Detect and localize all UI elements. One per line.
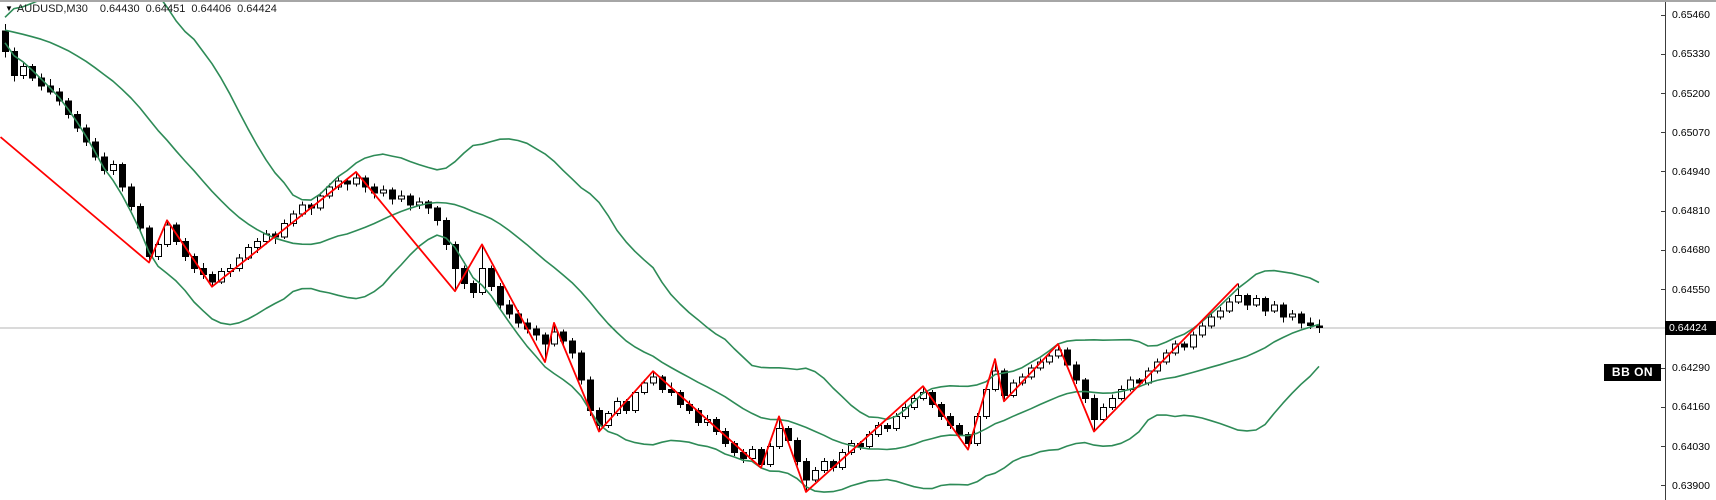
chart-title: ▼ AUDUSD,M30 0.64430 0.64451 0.64406 0.64424 [5,3,277,15]
symbol-timeframe-label: AUDUSD,M30 [16,3,88,15]
quote-open: 0.64430 [99,3,140,15]
price-tick-label: 0.64160 [1672,401,1710,414]
price-tick-mark [1661,93,1665,95]
price-tick-label: 0.65200 [1672,87,1710,100]
price-tick-label: 0.65330 [1672,48,1710,61]
quote-close: 0.64424 [237,3,277,15]
window-top-border [0,0,1716,2]
price-tick-mark [1661,53,1665,55]
price-tick-label: 0.64550 [1672,283,1710,296]
symbol-dropdown-icon[interactable]: ▼ [5,4,13,13]
current-price-label: 0.64424 [1669,321,1707,334]
price-tick-mark [1661,485,1665,487]
price-tick-mark [1661,171,1665,173]
current-price-box: 0.64424 [1665,320,1716,335]
quote-high: 0.64451 [145,3,186,15]
price-chart-canvas[interactable] [0,0,1665,500]
bb-toggle-button[interactable]: BB ON [1604,364,1661,381]
price-tick-label: 0.64680 [1672,244,1710,257]
price-tick-label: 0.64940 [1672,165,1710,178]
price-tick-label: 0.64810 [1672,205,1710,218]
price-tick-mark [1661,14,1665,16]
price-axis[interactable]: 0.64424 0.65460 0.65330 0.65200 0.65070 0.64… [1661,0,1716,500]
price-tick-label: 0.63900 [1672,479,1710,492]
price-tick-mark [1661,406,1665,408]
price-tick-mark [1661,132,1665,134]
price-tick-label: 0.65460 [1672,9,1710,22]
chart-plot-area[interactable]: ▼ AUDUSD,M30 0.64430 0.64451 0.64406 0.64424 … [0,0,1665,500]
price-tick-label: 0.65070 [1672,126,1710,139]
price-tick-mark [1661,249,1665,251]
price-tick-mark [1661,446,1665,448]
price-tick-label: 0.64290 [1672,362,1710,375]
price-tick-label: 0.64030 [1672,440,1710,453]
price-tick-mark [1661,367,1665,369]
price-tick-mark [1661,289,1665,291]
price-tick-mark [1661,210,1665,212]
quote-low: 0.64406 [191,3,232,15]
